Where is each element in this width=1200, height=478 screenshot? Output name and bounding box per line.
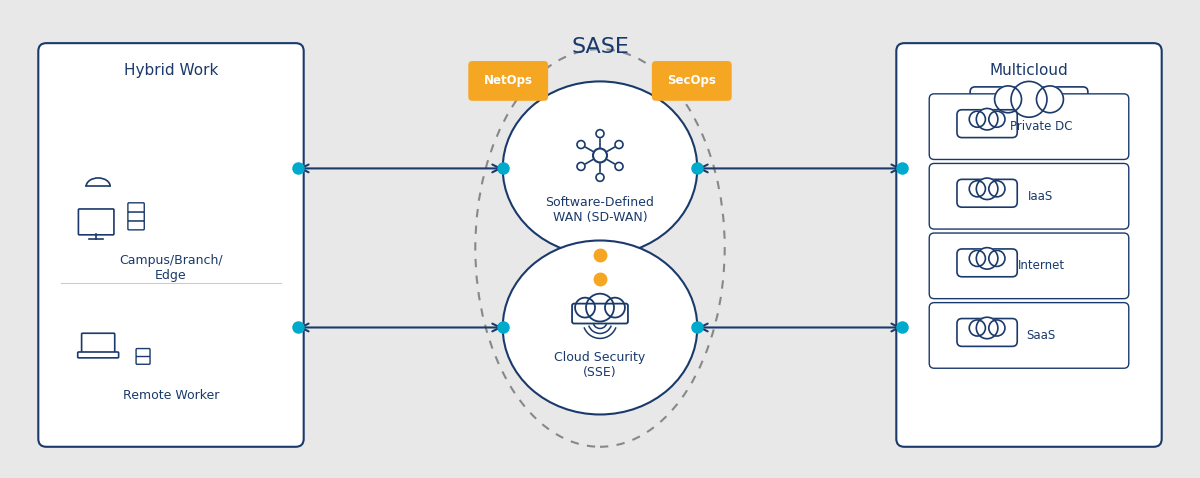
Circle shape	[989, 320, 1004, 336]
Text: Cloud Security
(SSE): Cloud Security (SSE)	[554, 351, 646, 379]
FancyBboxPatch shape	[956, 110, 1018, 138]
Text: SaaS: SaaS	[1026, 329, 1056, 342]
Circle shape	[989, 250, 1004, 266]
Text: SecOps: SecOps	[667, 75, 716, 87]
FancyBboxPatch shape	[78, 352, 119, 358]
Circle shape	[970, 320, 985, 336]
FancyBboxPatch shape	[896, 43, 1162, 447]
Circle shape	[977, 317, 998, 339]
FancyBboxPatch shape	[956, 179, 1018, 207]
Circle shape	[989, 181, 1004, 197]
FancyBboxPatch shape	[78, 209, 114, 235]
Text: SASE: SASE	[571, 37, 629, 57]
FancyBboxPatch shape	[970, 87, 1088, 127]
FancyBboxPatch shape	[468, 61, 548, 101]
Circle shape	[596, 174, 604, 181]
Circle shape	[605, 298, 625, 317]
Text: Multicloud: Multicloud	[990, 64, 1068, 78]
Circle shape	[577, 163, 584, 170]
Text: Private DC: Private DC	[1009, 120, 1073, 133]
FancyBboxPatch shape	[128, 212, 144, 221]
FancyBboxPatch shape	[929, 163, 1129, 229]
Circle shape	[596, 130, 604, 138]
Text: Remote Worker: Remote Worker	[122, 389, 220, 402]
Circle shape	[575, 298, 595, 317]
FancyBboxPatch shape	[956, 249, 1018, 277]
FancyBboxPatch shape	[652, 61, 732, 101]
Ellipse shape	[503, 240, 697, 414]
Ellipse shape	[503, 81, 697, 255]
Text: Internet: Internet	[1018, 260, 1064, 272]
Circle shape	[616, 141, 623, 149]
FancyBboxPatch shape	[929, 233, 1129, 299]
Circle shape	[989, 111, 1004, 127]
Circle shape	[970, 111, 985, 127]
FancyBboxPatch shape	[956, 318, 1018, 347]
Circle shape	[977, 248, 998, 269]
Text: Hybrid Work: Hybrid Work	[124, 64, 218, 78]
FancyBboxPatch shape	[82, 333, 115, 355]
Text: IaaS: IaaS	[1028, 190, 1054, 203]
FancyBboxPatch shape	[128, 203, 144, 212]
Circle shape	[577, 141, 584, 149]
FancyBboxPatch shape	[38, 43, 304, 447]
Text: Campus/Branch/
Edge: Campus/Branch/ Edge	[119, 254, 223, 282]
FancyBboxPatch shape	[128, 221, 144, 230]
Circle shape	[586, 293, 614, 322]
Circle shape	[1012, 81, 1046, 117]
Circle shape	[1037, 86, 1063, 113]
FancyBboxPatch shape	[572, 304, 628, 324]
FancyBboxPatch shape	[136, 356, 150, 364]
FancyBboxPatch shape	[929, 94, 1129, 160]
Circle shape	[977, 178, 998, 199]
Text: NetOps: NetOps	[484, 75, 533, 87]
Circle shape	[616, 163, 623, 170]
Circle shape	[970, 250, 985, 266]
Circle shape	[593, 149, 607, 163]
FancyBboxPatch shape	[929, 303, 1129, 368]
Text: Software-Defined
WAN (SD-WAN): Software-Defined WAN (SD-WAN)	[546, 196, 654, 224]
FancyBboxPatch shape	[136, 348, 150, 357]
Circle shape	[977, 109, 998, 130]
Circle shape	[970, 181, 985, 197]
Circle shape	[995, 86, 1021, 113]
